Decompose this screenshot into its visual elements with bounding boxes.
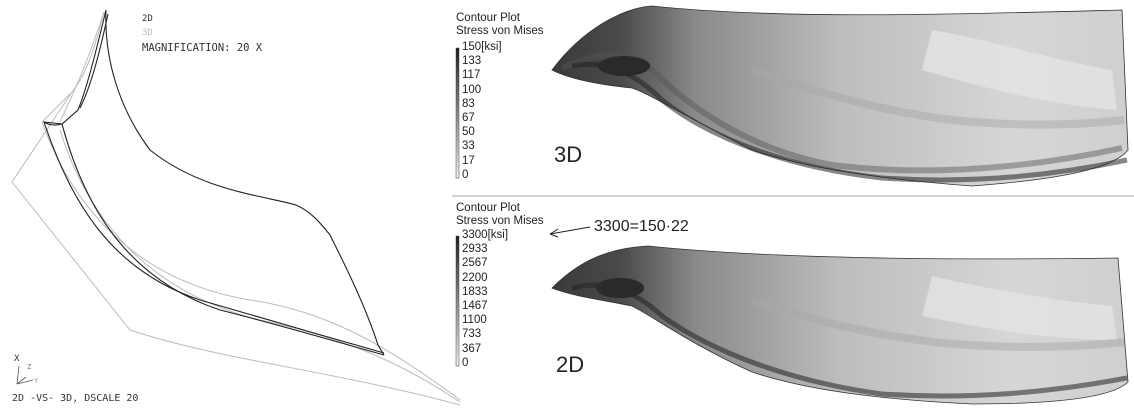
legend-2d-tick-9: 0: [462, 356, 469, 369]
legend-2d-tick-1: 2933: [462, 243, 488, 256]
plot-3d-subtitle: Stress von Mises: [456, 25, 544, 37]
annotation-arrow: [549, 226, 591, 235]
legend-2d-tick-4: 1833: [462, 285, 488, 298]
legend-3d-tick-3: 100: [462, 83, 482, 96]
annotation-text: 3300=150·22: [594, 218, 689, 235]
plot-3d-label: 3D: [554, 142, 583, 167]
plot-3d-title: Contour Plot: [456, 12, 520, 24]
wireframe-diagram: [11, 9, 461, 406]
legend-3d-tick-5: 67: [462, 112, 475, 124]
magnification-label: MAGNIFICATION: 20 X: [142, 42, 263, 54]
plot-2d-subtitle: Stress von Mises: [456, 215, 544, 227]
legend-bar-2d: [455, 235, 460, 367]
legend-ticks-3d: 150[ksi] 133 117 100 83 67 50 33 17 0: [462, 41, 532, 182]
legend-2d-label: 2D: [142, 14, 153, 24]
legend-3d-tick-1: 133: [462, 55, 482, 68]
wireframe-panel: 2D 3D MAGNIFICATION: 20 X X Z Y 2D -VS- …: [0, 0, 470, 408]
plot-3d-surface: [551, 5, 1129, 187]
axis-z-label: Z: [27, 363, 32, 371]
legend-3d-tick-9: 0: [462, 168, 469, 181]
caption: 2D -VS- 3D, DSCALE 20: [12, 393, 139, 404]
legend-2d-tick-5: 1467: [462, 300, 488, 312]
legend-2d-tick-8: 367: [462, 342, 482, 355]
legend-2d-tick-2: 2567: [462, 257, 488, 270]
axis-y-label: Y: [34, 377, 39, 385]
legend-3d-tick-7: 33: [462, 140, 475, 153]
legend-3d-tick-8: 17: [462, 154, 475, 167]
plot-2d-surface: [551, 245, 1129, 405]
legend-2d-tick-3: 2200: [462, 271, 488, 284]
plot-2d-label: 2D: [556, 352, 585, 377]
contour-diagram: [452, 5, 1134, 405]
outline-2d: [43, 9, 385, 356]
plot-2d-title: Contour Plot: [456, 202, 520, 214]
legend-bar-3d: [455, 47, 460, 179]
contour-panel: Contour Plot Stress von Mises 150[ksi] 13…: [452, 0, 1134, 408]
axis-triad: [16, 365, 34, 385]
legend-2d-tick-7: 733: [462, 328, 482, 341]
legend-3d-tick-0: 150[ksi]: [462, 41, 502, 53]
outline-3d: [11, 11, 461, 406]
legend-3d-tick-2: 117: [462, 69, 481, 82]
legend-3d-tick-6: 50: [462, 126, 475, 139]
legend-2d-tick-0: 3300[ksi]: [462, 229, 509, 241]
legend-ticks-2d: 3300[ksi] 2933 2567 2200 1833 1467 1100 733 367 0: [462, 229, 532, 370]
legend-3d-label: 3D: [142, 28, 153, 38]
legend-2d-tick-6: 1100: [462, 314, 487, 327]
axis-x-label: X: [14, 354, 20, 364]
legend-3d-tick-4: 83: [462, 97, 475, 110]
